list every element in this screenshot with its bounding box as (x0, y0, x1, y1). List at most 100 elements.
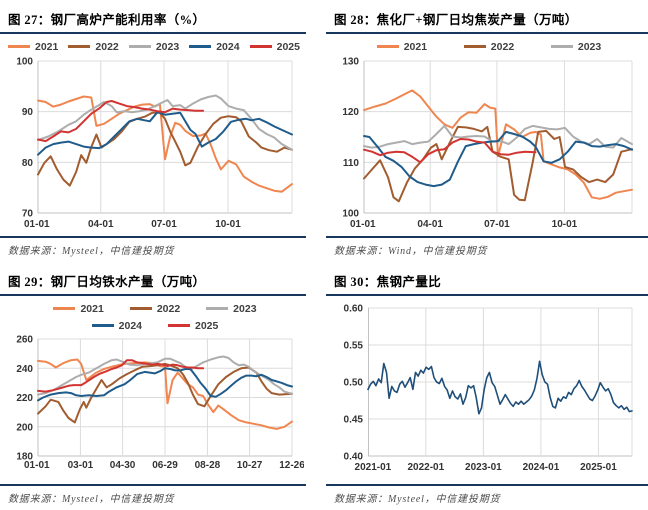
fig28-title: 图 28：焦化厂+钢厂日均焦炭产量（万吨） (334, 13, 578, 27)
fig30-chart-area: 0.40 0.45 0.50 0.55 0.60 2021-01 2022-01 2023-0… (326, 296, 648, 476)
fig29-chart-area: 2021 2022 2023 2024 2025 180 200 220 240 260 01-0… (0, 296, 306, 474)
fig27-line-chart: 70 80 90 100 01-01 04-01 07-01 10-01 (16, 57, 293, 230)
fig29-source-note: 数据来源：Mysteel，中信建投期货 (8, 494, 175, 505)
legend-swatch (128, 45, 151, 48)
fig29-line-chart: 180 200 220 240 260 01-01 03-01 04-30 06-29 08-28… (16, 335, 304, 472)
legend-label: 2022 (490, 40, 515, 53)
fig28-line-chart: 100 110 120 130 01-01 04-01 07-01 10-01 (342, 57, 633, 230)
y-tick-label: 180 (16, 452, 33, 463)
panel-fig29: 图 29：钢厂日均铁水产量（万吨） 2021 2022 2023 2024 2025 1… (0, 266, 306, 510)
x-tick-label: 01-01 (350, 219, 376, 230)
fig29-legend: 2021 2022 2023 2024 2025 (4, 300, 306, 334)
y-tick-label: 100 (16, 57, 33, 68)
series-line-2021 (37, 95, 293, 193)
fig27-chart-area: 2021 2022 2023 2024 2025 70 80 90 100 01-01 04-01… (0, 34, 306, 233)
x-tick-label: 04-01 (88, 219, 114, 230)
legend-item-2024: 2024 (189, 40, 240, 53)
legend-swatch (91, 324, 114, 327)
legend-swatch (206, 307, 229, 310)
legend-label: 2022 (156, 302, 181, 315)
fig30-title: 图 30：焦钢产量比 (334, 275, 442, 289)
x-tick-label: 04-01 (417, 219, 443, 230)
legend-label: 2024 (216, 40, 240, 53)
x-tick-label: 2021-01 (355, 462, 392, 473)
x-tick-label: 10-01 (215, 219, 241, 230)
fig30-source-rule (326, 484, 648, 486)
y-tick-label: 0.50 (344, 378, 364, 389)
fig27-title-rule (0, 32, 306, 34)
y-tick-label: 0.45 (344, 415, 364, 426)
y-tick-label: 0.55 (344, 341, 364, 352)
legend-swatch (68, 45, 91, 48)
legend-item-2025: 2025 (249, 40, 300, 53)
y-tick-label: 90 (22, 107, 34, 118)
x-tick-label: 2022-01 (407, 462, 444, 473)
x-tick-label: 10-27 (237, 460, 263, 471)
y-tick-label: 0.40 (344, 452, 364, 463)
y-tick-label: 200 (16, 422, 33, 433)
fig30-line-chart: 0.40 0.45 0.50 0.55 0.60 2021-01 2022-01 2023-0… (344, 304, 633, 473)
legend-item-2021: 2021 (376, 40, 428, 53)
fig27-title: 图 27：钢厂高炉产能利用率（%） (8, 13, 206, 27)
y-tick-label: 220 (16, 393, 33, 404)
legend-item-2025: 2025 (168, 320, 218, 332)
fig27-source-note: 数据来源：Mysteel，中信建投期货 (8, 246, 175, 257)
legend-swatch (376, 45, 399, 48)
panel-fig28: 图 28：焦化厂+钢厂日均焦炭产量（万吨） 2021 2022 2023 100 11… (326, 4, 648, 262)
legend-row: 2021 2022 2023 2024 2025 (4, 38, 306, 55)
legend-row: 2021 2022 2023 (330, 38, 648, 55)
series-line-2022 (37, 362, 293, 424)
legend-label: 2025 (276, 40, 300, 53)
x-tick-label: 08-28 (195, 460, 221, 471)
legend-label: 2024 (118, 319, 142, 332)
x-tick-label: 03-01 (68, 460, 94, 471)
legend-item-2021: 2021 (8, 41, 58, 53)
y-tick-label: 70 (22, 209, 34, 220)
fig28-source-rule (326, 236, 648, 238)
y-tick-label: 0.60 (344, 304, 364, 315)
x-tick-label: 07-01 (151, 219, 177, 230)
x-tick-label: 2024-01 (523, 462, 560, 473)
x-tick-label: 2023-01 (465, 462, 502, 473)
fig28-chart-area: 2021 2022 2023 100 110 120 130 01-01 04-01 07-01… (326, 34, 648, 233)
fig29-title-rule (0, 294, 306, 296)
fig29-source-rule (0, 484, 306, 486)
series-line-2024 (363, 130, 633, 188)
legend-label: 2025 (195, 319, 219, 332)
y-tick-label: 110 (343, 158, 360, 169)
series-line-2022 (37, 111, 293, 187)
x-tick-label: 10-01 (552, 219, 578, 230)
y-tick-label: 120 (342, 107, 359, 118)
x-tick-label: 06-29 (152, 460, 178, 471)
series-line-2025 (37, 359, 205, 393)
series-line-2025 (363, 138, 537, 164)
legend-item-2023: 2023 (128, 40, 180, 53)
fig27-legend: 2021 2022 2023 2024 2025 (4, 38, 306, 55)
legend-row: 2024 2025 (4, 317, 306, 334)
legend-label: 2021 (35, 40, 59, 53)
fig30-title-rule (326, 294, 648, 296)
x-tick-label: 04-30 (110, 460, 136, 471)
series-line-2023 (37, 94, 293, 151)
legend-item-2021: 2021 (53, 303, 104, 315)
fig28-title-rule (326, 32, 648, 34)
legend-item-2022: 2022 (129, 302, 181, 315)
fig28-legend: 2021 2022 2023 (330, 38, 648, 55)
x-tick-label: 07-01 (484, 219, 510, 230)
legend-swatch (189, 45, 212, 48)
legend-label: 2023 (155, 40, 180, 53)
y-tick-label: 240 (16, 364, 33, 375)
series-line-2024 (37, 367, 293, 402)
x-tick-label: 2025-01 (580, 462, 617, 473)
series-line-2023 (37, 355, 293, 396)
legend-swatch (550, 45, 573, 48)
x-tick-label: 01-01 (24, 460, 50, 471)
legend-swatch (129, 307, 152, 310)
legend-row: 2021 2022 2023 (4, 300, 306, 317)
x-tick-label: 12-26 (279, 460, 304, 471)
y-tick-label: 260 (16, 335, 33, 346)
y-tick-label: 130 (342, 57, 359, 68)
legend-label: 2021 (403, 40, 428, 53)
fig30-source-note: 数据来源：Mysteel，中信建投期货 (334, 494, 501, 505)
y-tick-label: 80 (22, 158, 34, 169)
